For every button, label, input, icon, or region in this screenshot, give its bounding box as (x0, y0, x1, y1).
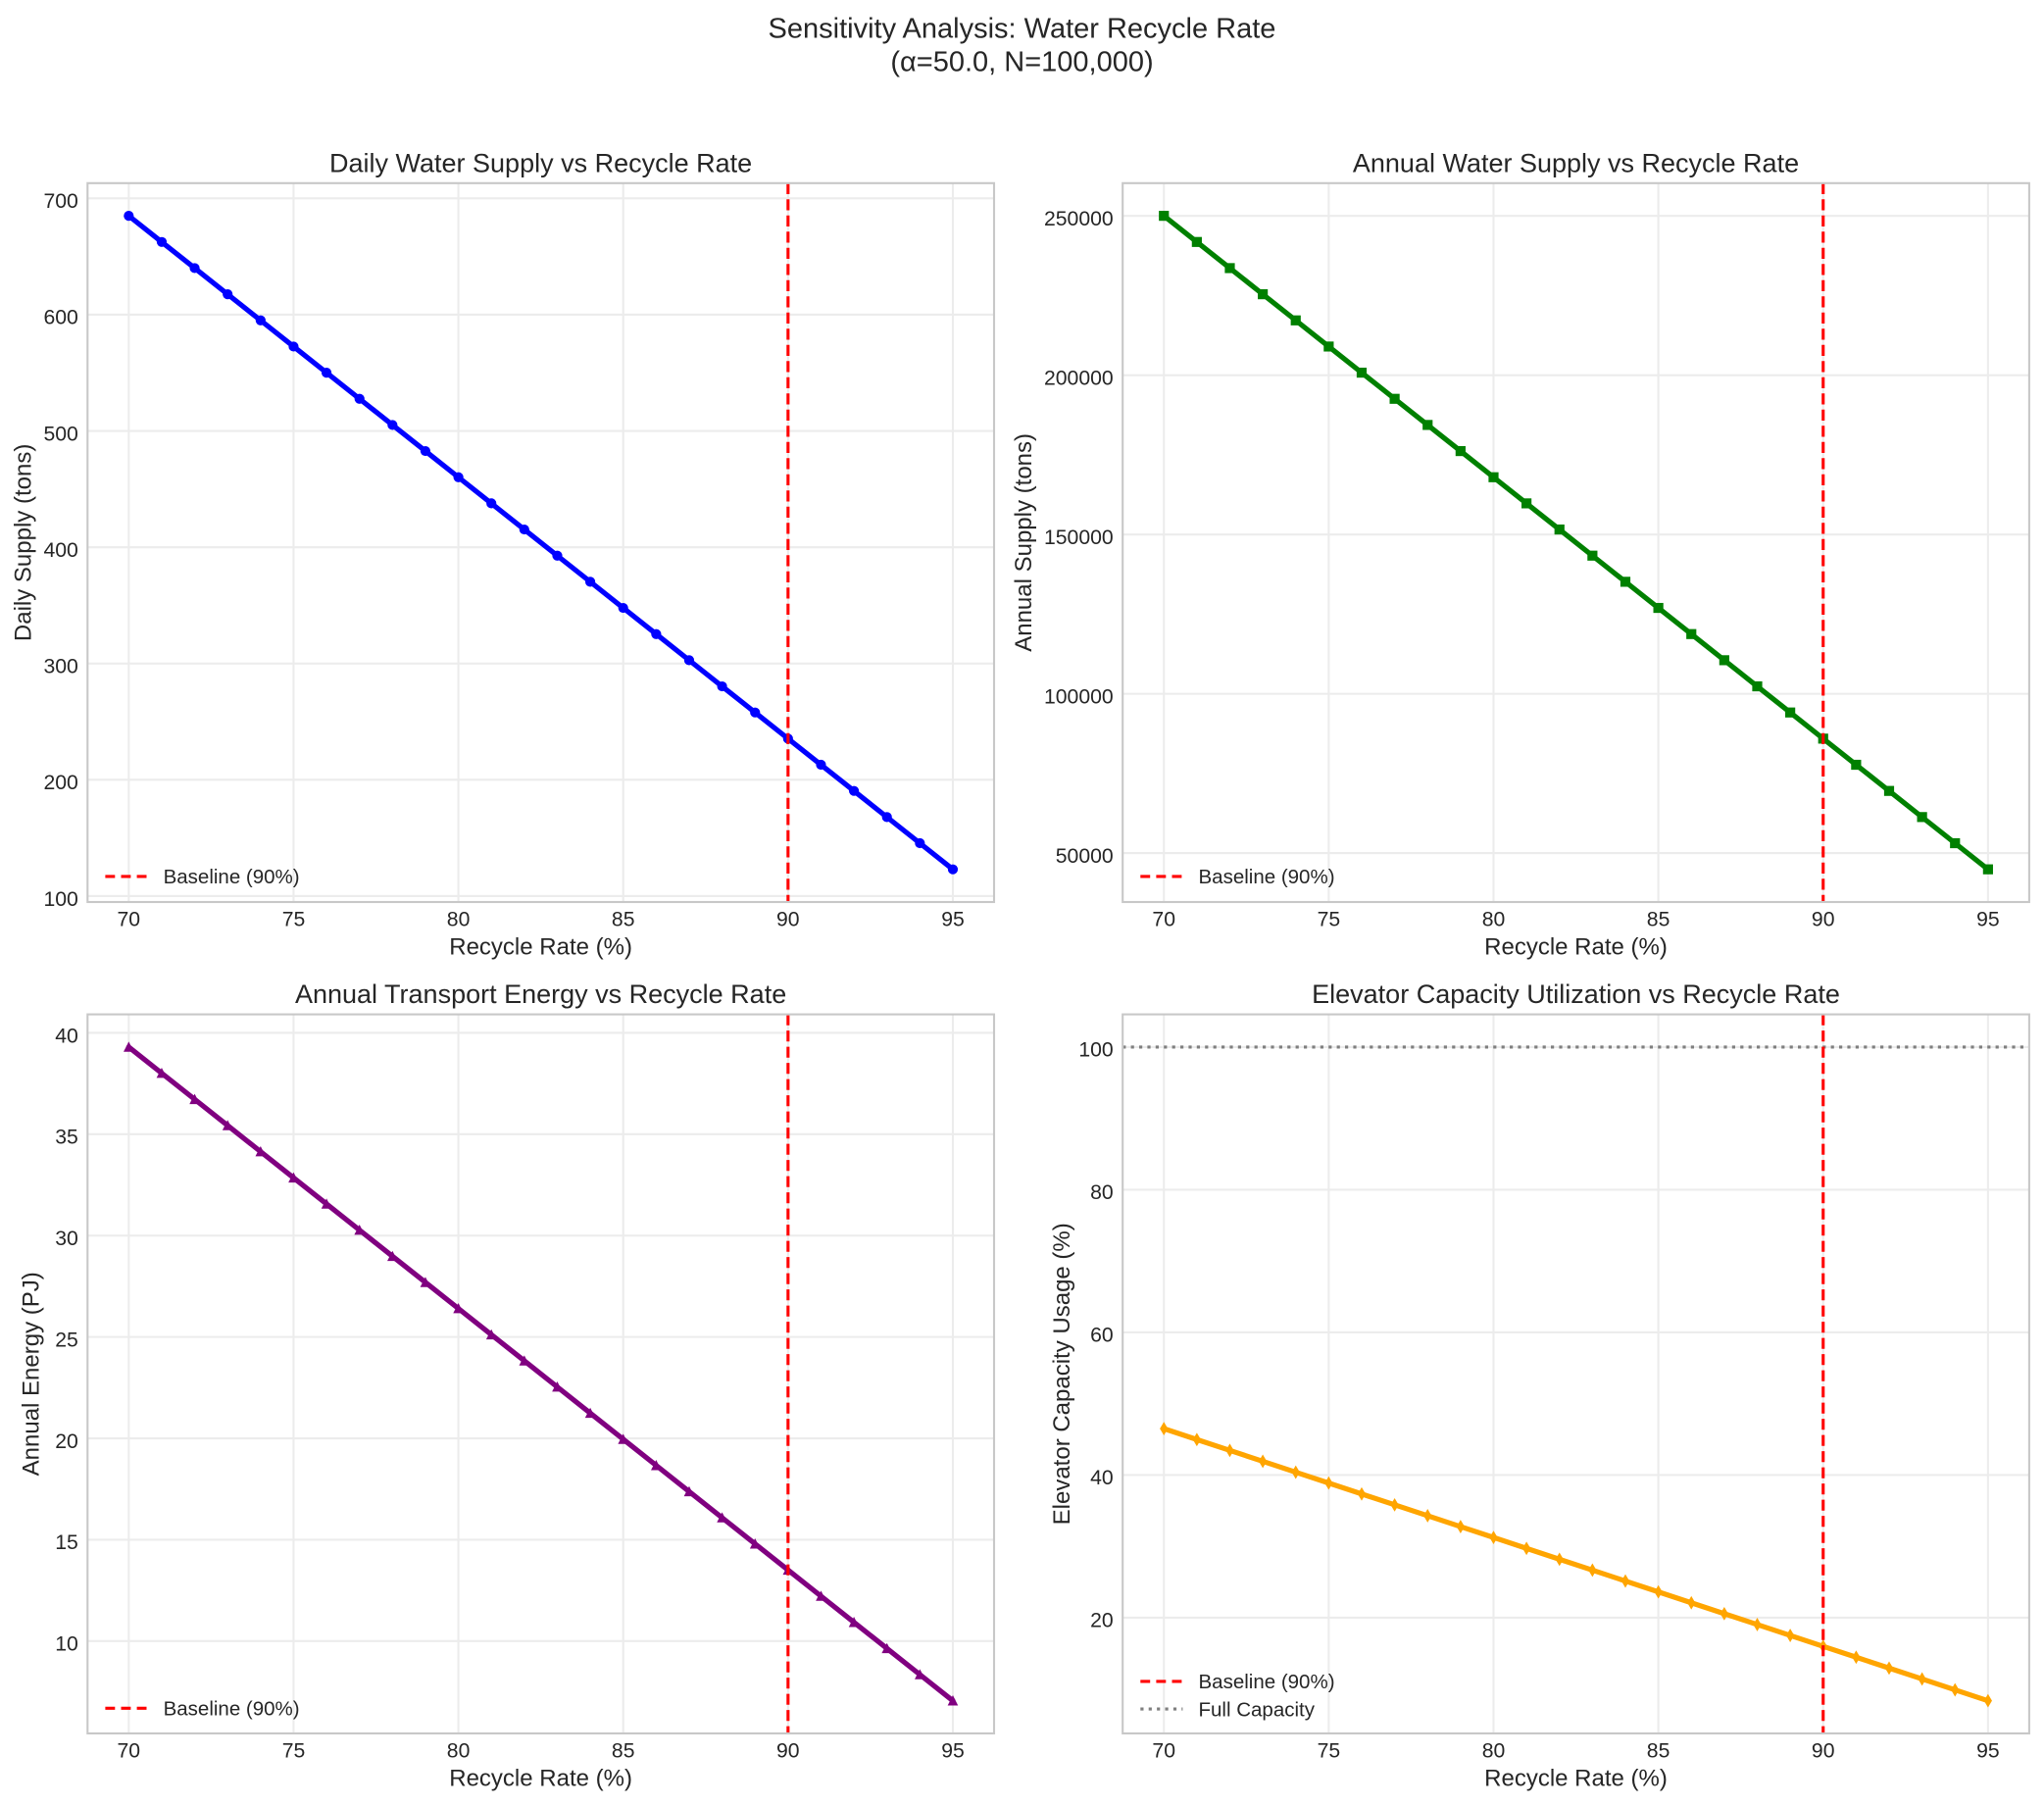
svg-text:Recycle Rate (%): Recycle Rate (%) (1484, 1766, 1668, 1792)
svg-text:200: 200 (43, 772, 77, 794)
svg-text:70: 70 (118, 1739, 141, 1762)
svg-text:80: 80 (447, 1739, 471, 1762)
svg-text:60: 60 (1090, 1325, 1114, 1347)
svg-text:75: 75 (1318, 1739, 1341, 1762)
svg-text:300: 300 (43, 656, 77, 678)
svg-text:Baseline (90%): Baseline (90%) (164, 866, 300, 888)
svg-text:95: 95 (1976, 1739, 2000, 1762)
svg-text:100: 100 (1078, 1039, 1113, 1062)
svg-text:80: 80 (447, 908, 471, 930)
svg-text:70: 70 (1152, 908, 1175, 930)
svg-text:Annual Supply (tons): Annual Supply (tons) (1011, 433, 1037, 652)
svg-text:75: 75 (1318, 908, 1341, 930)
svg-text:Daily Supply (tons): Daily Supply (tons) (11, 444, 37, 641)
svg-text:10: 10 (55, 1633, 78, 1656)
svg-text:70: 70 (1152, 1739, 1175, 1762)
svg-text:Daily Water Supply vs Recycle: Daily Water Supply vs Recycle Rate (329, 148, 752, 177)
svg-text:90: 90 (776, 1739, 800, 1762)
svg-text:600: 600 (43, 307, 77, 329)
svg-text:30: 30 (55, 1228, 78, 1250)
svg-text:75: 75 (282, 1739, 306, 1762)
svg-text:Annual Water Supply vs Recycle: Annual Water Supply vs Recycle Rate (1353, 148, 1799, 177)
svg-text:40: 40 (55, 1025, 78, 1047)
svg-text:Elevator Capacity Usage (%): Elevator Capacity Usage (%) (1049, 1223, 1075, 1525)
svg-text:150000: 150000 (1044, 526, 1114, 549)
svg-text:20: 20 (1090, 1610, 1114, 1632)
svg-text:85: 85 (612, 1739, 635, 1762)
svg-text:Baseline (90%): Baseline (90%) (1199, 1671, 1335, 1693)
svg-text:15: 15 (55, 1531, 78, 1554)
svg-text:85: 85 (612, 908, 635, 930)
svg-text:200000: 200000 (1044, 368, 1114, 390)
svg-text:80: 80 (1482, 1739, 1506, 1762)
svg-text:Recycle Rate (%): Recycle Rate (%) (449, 934, 632, 961)
svg-text:90: 90 (776, 908, 800, 930)
svg-text:35: 35 (55, 1127, 78, 1149)
svg-text:95: 95 (941, 1739, 965, 1762)
svg-text:Baseline (90%): Baseline (90%) (164, 1698, 300, 1721)
svg-text:80: 80 (1090, 1181, 1114, 1204)
svg-text:40: 40 (1090, 1467, 1114, 1489)
svg-text:90: 90 (1812, 1739, 1835, 1762)
svg-text:95: 95 (1976, 908, 2000, 930)
svg-text:Annual Energy (PJ): Annual Energy (PJ) (19, 1272, 45, 1476)
svg-text:Full Capacity: Full Capacity (1199, 1698, 1316, 1721)
svg-text:Recycle Rate (%): Recycle Rate (%) (1484, 934, 1668, 961)
svg-text:Baseline (90%): Baseline (90%) (1199, 866, 1335, 888)
svg-text:700: 700 (43, 190, 77, 213)
svg-text:25: 25 (55, 1329, 78, 1351)
svg-text:90: 90 (1812, 908, 1835, 930)
svg-text:100: 100 (43, 888, 77, 911)
svg-text:95: 95 (941, 908, 965, 930)
svg-text:Elevator Capacity Utilization: Elevator Capacity Utilization vs Recycle… (1312, 979, 1840, 1009)
svg-text:Recycle Rate (%): Recycle Rate (%) (449, 1766, 632, 1792)
svg-text:85: 85 (1647, 1739, 1670, 1762)
svg-text:250000: 250000 (1044, 208, 1114, 230)
svg-text:500: 500 (43, 423, 77, 445)
svg-text:Sensitivity Analysis: Water Re: Sensitivity Analysis: Water Recycle Rate (769, 14, 1276, 45)
svg-text:70: 70 (118, 908, 141, 930)
svg-text:400: 400 (43, 539, 77, 562)
svg-text:100000: 100000 (1044, 685, 1114, 708)
svg-text:75: 75 (282, 908, 306, 930)
svg-text:80: 80 (1482, 908, 1506, 930)
svg-text:85: 85 (1647, 908, 1670, 930)
svg-text:(α=50.0, N=100,000): (α=50.0, N=100,000) (890, 46, 1153, 77)
svg-text:Annual Transport Energy vs Rec: Annual Transport Energy vs Recycle Rate (295, 979, 786, 1009)
svg-text:50000: 50000 (1056, 845, 1114, 868)
svg-text:20: 20 (55, 1430, 78, 1453)
